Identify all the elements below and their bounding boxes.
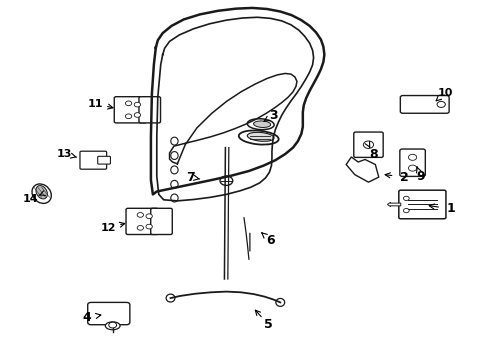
Text: 3: 3 — [269, 109, 278, 122]
Ellipse shape — [171, 137, 178, 145]
Ellipse shape — [36, 185, 48, 199]
Circle shape — [125, 114, 132, 118]
Circle shape — [146, 214, 152, 219]
Ellipse shape — [276, 298, 285, 306]
FancyBboxPatch shape — [126, 208, 158, 234]
Ellipse shape — [239, 130, 279, 145]
Circle shape — [125, 101, 132, 105]
Text: 2: 2 — [400, 171, 409, 184]
FancyBboxPatch shape — [88, 302, 130, 325]
FancyBboxPatch shape — [400, 95, 449, 113]
Text: 5: 5 — [264, 318, 273, 331]
Ellipse shape — [254, 121, 270, 127]
Circle shape — [146, 224, 152, 229]
Polygon shape — [346, 157, 379, 182]
Text: 7: 7 — [186, 171, 195, 184]
FancyBboxPatch shape — [139, 97, 161, 123]
Ellipse shape — [171, 152, 178, 159]
Circle shape — [403, 196, 409, 201]
FancyBboxPatch shape — [400, 149, 425, 176]
Circle shape — [364, 141, 373, 148]
FancyArrow shape — [388, 202, 401, 207]
Circle shape — [137, 213, 144, 217]
Circle shape — [134, 102, 141, 107]
Text: 11: 11 — [88, 99, 103, 109]
FancyBboxPatch shape — [98, 156, 110, 164]
Text: 8: 8 — [369, 148, 378, 161]
FancyBboxPatch shape — [80, 151, 107, 169]
Ellipse shape — [171, 194, 178, 202]
FancyBboxPatch shape — [354, 132, 383, 157]
Ellipse shape — [32, 184, 51, 203]
Ellipse shape — [171, 180, 178, 188]
Ellipse shape — [171, 166, 178, 174]
Text: 14: 14 — [23, 194, 38, 204]
Ellipse shape — [247, 119, 274, 130]
Circle shape — [137, 226, 144, 230]
FancyBboxPatch shape — [151, 208, 172, 234]
FancyBboxPatch shape — [399, 190, 446, 219]
Text: 9: 9 — [416, 170, 425, 183]
Ellipse shape — [247, 132, 274, 141]
Text: 1: 1 — [446, 202, 455, 215]
Ellipse shape — [105, 322, 120, 330]
Text: 10: 10 — [437, 88, 453, 98]
Text: 13: 13 — [57, 149, 73, 159]
Circle shape — [403, 208, 409, 213]
Circle shape — [220, 176, 233, 185]
Text: 4: 4 — [83, 311, 92, 324]
Circle shape — [437, 102, 445, 107]
Circle shape — [409, 165, 416, 171]
FancyBboxPatch shape — [114, 97, 147, 123]
Text: 12: 12 — [101, 222, 117, 233]
Text: 6: 6 — [266, 234, 275, 247]
Circle shape — [409, 154, 416, 160]
Circle shape — [109, 322, 117, 328]
Circle shape — [134, 113, 141, 117]
Ellipse shape — [166, 294, 175, 302]
